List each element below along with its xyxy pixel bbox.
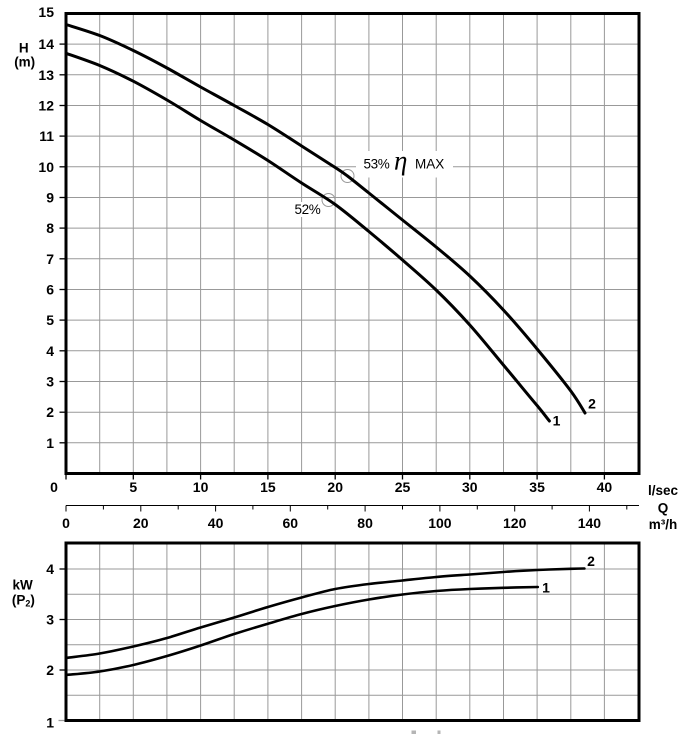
svg-text:10: 10	[38, 159, 54, 175]
svg-text:9: 9	[46, 190, 54, 206]
svg-text:(P2): (P2)	[12, 593, 35, 609]
svg-text:11: 11	[39, 128, 54, 144]
svg-text:m³/h: m³/h	[649, 517, 678, 532]
svg-text:80: 80	[357, 515, 373, 531]
svg-text:η: η	[394, 146, 407, 176]
svg-text:1: 1	[46, 435, 54, 451]
svg-text:2: 2	[588, 396, 596, 412]
svg-text:2: 2	[46, 404, 54, 420]
svg-text:Q: Q	[658, 501, 669, 516]
svg-text:6: 6	[46, 282, 54, 298]
svg-text:10: 10	[193, 479, 209, 495]
svg-text:3: 3	[46, 374, 54, 390]
svg-text:2: 2	[46, 662, 54, 678]
svg-text:140: 140	[578, 515, 602, 531]
svg-text:60: 60	[283, 515, 299, 531]
svg-text:H: H	[19, 41, 29, 56]
svg-text:13: 13	[38, 67, 54, 83]
svg-text:52%: 52%	[295, 202, 321, 217]
svg-text:3: 3	[46, 612, 54, 628]
svg-text:4: 4	[46, 343, 54, 359]
svg-text:MAX: MAX	[415, 157, 444, 172]
svg-text:8: 8	[46, 220, 54, 236]
svg-text:(m): (m)	[14, 55, 35, 70]
svg-text:20: 20	[327, 479, 343, 495]
svg-text:40: 40	[597, 479, 613, 495]
svg-text:53%: 53%	[364, 157, 390, 172]
svg-text:0: 0	[62, 515, 70, 531]
svg-text:4: 4	[46, 561, 54, 577]
svg-text:2: 2	[587, 553, 595, 569]
svg-text:40: 40	[208, 515, 224, 531]
svg-text:0: 0	[50, 479, 58, 495]
svg-text:12: 12	[38, 98, 54, 114]
svg-text:1: 1	[542, 580, 550, 596]
svg-text:5: 5	[46, 312, 54, 328]
svg-text:15: 15	[260, 479, 276, 495]
svg-text:1: 1	[46, 714, 54, 730]
svg-text:kW: kW	[12, 578, 33, 593]
svg-text:120: 120	[503, 515, 527, 531]
svg-text:100: 100	[428, 515, 452, 531]
svg-text:35: 35	[529, 479, 545, 495]
svg-text:30: 30	[462, 479, 478, 495]
svg-text:14: 14	[38, 36, 54, 52]
svg-text:5: 5	[129, 479, 137, 495]
svg-text:l/sec: l/sec	[648, 483, 679, 498]
svg-text:25: 25	[395, 479, 411, 495]
svg-text:20: 20	[133, 515, 149, 531]
svg-text:1: 1	[553, 413, 561, 429]
svg-text:7: 7	[46, 251, 54, 267]
svg-text:15: 15	[38, 4, 54, 20]
